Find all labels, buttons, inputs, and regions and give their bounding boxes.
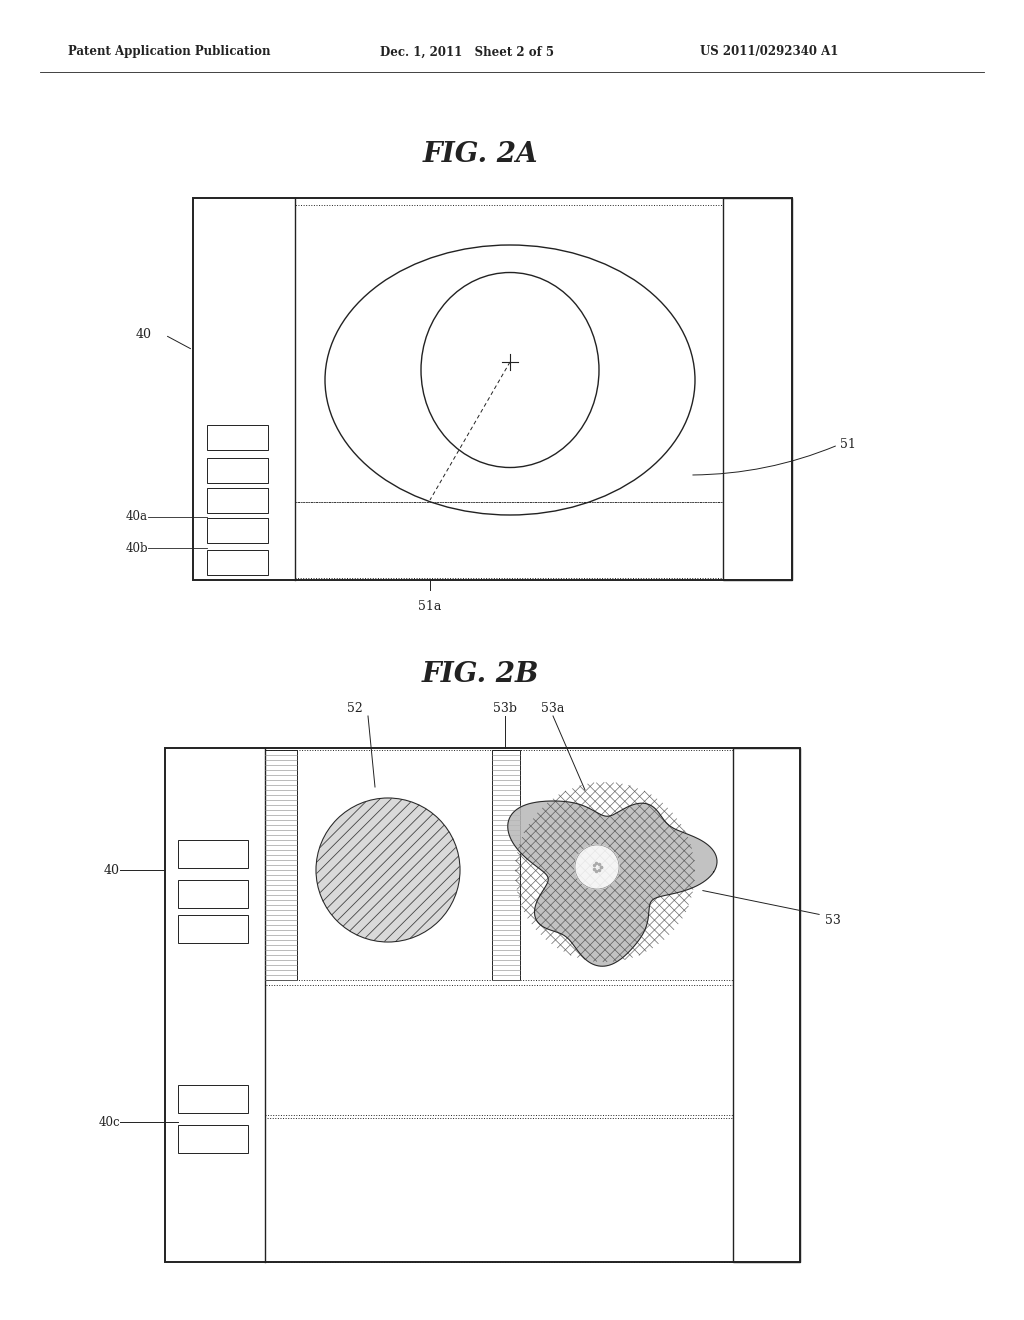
Text: 53a: 53a — [542, 702, 564, 715]
Text: 40: 40 — [136, 329, 152, 342]
Text: 40: 40 — [104, 863, 120, 876]
Text: 51: 51 — [840, 438, 856, 451]
Text: 51a: 51a — [419, 601, 441, 612]
Text: Patent Application Publication: Patent Application Publication — [68, 45, 270, 58]
Text: 40b: 40b — [125, 541, 148, 554]
Text: US 2011/0292340 A1: US 2011/0292340 A1 — [700, 45, 839, 58]
Text: 40a: 40a — [126, 511, 148, 524]
Text: 53b: 53b — [493, 702, 517, 715]
Polygon shape — [316, 799, 460, 942]
Text: FIG. 2B: FIG. 2B — [421, 661, 539, 689]
Text: 52: 52 — [347, 702, 362, 715]
Text: Dec. 1, 2011   Sheet 2 of 5: Dec. 1, 2011 Sheet 2 of 5 — [380, 45, 554, 58]
Text: 40c: 40c — [98, 1115, 120, 1129]
Polygon shape — [508, 801, 717, 966]
Text: 53: 53 — [825, 913, 841, 927]
Text: FIG. 2A: FIG. 2A — [422, 141, 538, 169]
Circle shape — [575, 845, 618, 888]
